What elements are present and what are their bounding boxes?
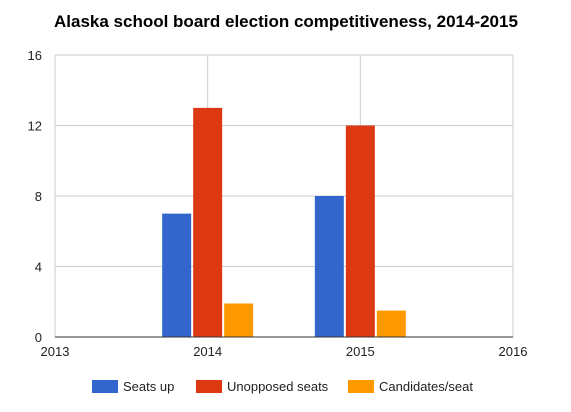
bar-candidates-seat-2014 bbox=[224, 303, 254, 337]
bar-candidates-seat-2015 bbox=[376, 310, 406, 337]
y-tick-label: 4 bbox=[35, 260, 42, 275]
bar-unopposed-seats-2014 bbox=[193, 107, 223, 337]
legend-swatch bbox=[348, 380, 374, 393]
bar-unopposed-seats-2015 bbox=[345, 125, 375, 337]
bar-seats-up-2015 bbox=[314, 196, 344, 337]
legend-item-unopposed-seats: Unopposed seats bbox=[196, 379, 328, 394]
legend-label: Candidates/seat bbox=[379, 379, 473, 394]
x-tick-label: 2014 bbox=[193, 344, 222, 359]
legend-label: Unopposed seats bbox=[227, 379, 329, 394]
y-tick-label: 0 bbox=[35, 330, 42, 345]
y-tick-label: 8 bbox=[35, 189, 42, 204]
x-tick-label: 2016 bbox=[499, 344, 528, 359]
y-tick-label: 16 bbox=[28, 48, 42, 63]
y-tick-label: 12 bbox=[28, 119, 42, 134]
legend-swatch bbox=[196, 380, 222, 393]
legend-label: Seats up bbox=[123, 379, 175, 394]
bar-seats-up-2014 bbox=[162, 213, 192, 337]
chart-title: Alaska school board election competitive… bbox=[54, 12, 518, 31]
bar-chart: 0 4 8 12 16 2013 2014 2015 2016 bbox=[28, 48, 528, 359]
x-tick-label: 2015 bbox=[346, 344, 375, 359]
legend-item-candidates-seat: Candidates/seat bbox=[348, 379, 473, 394]
legend-item-seats-up: Seats up bbox=[92, 379, 174, 394]
x-tick-label: 2013 bbox=[41, 344, 70, 359]
legend-swatch bbox=[92, 380, 118, 393]
chart-legend: Seats up Unopposed seats Candidates/seat bbox=[0, 379, 571, 401]
